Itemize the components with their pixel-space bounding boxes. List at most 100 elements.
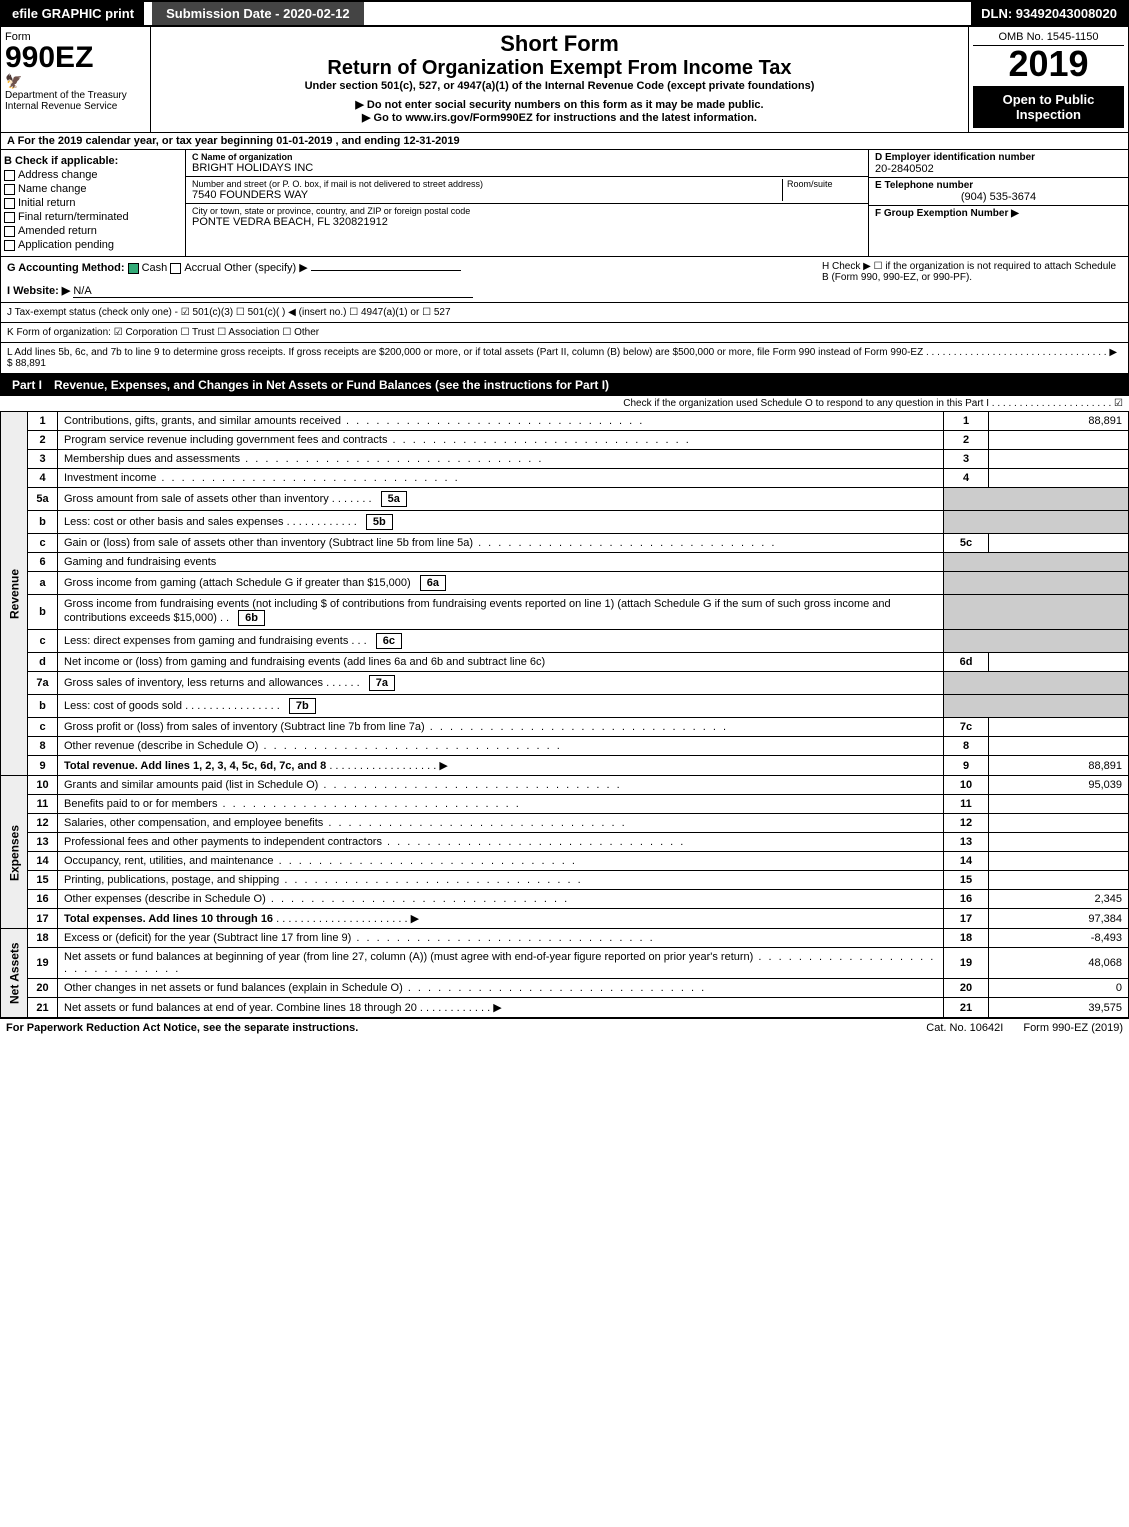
line-19: Net assets or fund balances at beginning… <box>58 948 944 979</box>
check-pending[interactable]: Application pending <box>4 239 182 251</box>
part-1-check: Check if the organization used Schedule … <box>0 396 1129 411</box>
line-12: Salaries, other compensation, and employ… <box>58 814 944 833</box>
box-c: C Name of organization BRIGHT HOLIDAYS I… <box>186 150 868 256</box>
donot-enter: ▶ Do not enter social security numbers o… <box>155 98 964 111</box>
footer-cat: Cat. No. 10642I <box>926 1022 1003 1034</box>
line-gh: G Accounting Method: Cash Accrual Other … <box>0 257 1129 303</box>
check-initial[interactable]: Initial return <box>4 197 182 209</box>
line-2: Program service revenue including govern… <box>58 431 944 450</box>
room-label: Room/suite <box>787 179 862 189</box>
d-label: D Employer identification number <box>875 152 1122 163</box>
accrual-check[interactable] <box>170 263 181 274</box>
side-expenses: Expenses <box>1 776 28 929</box>
line-8: Other revenue (describe in Schedule O) <box>58 737 944 756</box>
ein: 20-2840502 <box>875 163 1122 175</box>
line-1: Contributions, gifts, grants, and simila… <box>58 412 944 431</box>
goto-link[interactable]: ▶ Go to www.irs.gov/Form990EZ for instru… <box>155 111 964 124</box>
return-title: Return of Organization Exempt From Incom… <box>155 57 964 80</box>
line-14: Occupancy, rent, utilities, and maintena… <box>58 852 944 871</box>
form-number: 990EZ <box>5 43 146 73</box>
line-18: Excess or (deficit) for the year (Subtra… <box>58 929 944 948</box>
box-def: D Employer identification number 20-2840… <box>868 150 1128 256</box>
line-5a: Gross amount from sale of assets other t… <box>58 488 944 511</box>
org-name: BRIGHT HOLIDAYS INC <box>192 162 862 174</box>
c-city-label: City or town, state or province, country… <box>192 206 862 216</box>
part-1-label: Part I <box>12 378 42 392</box>
website: N/A <box>73 285 91 297</box>
header-center: Short Form Return of Organization Exempt… <box>151 27 968 132</box>
side-netassets: Net Assets <box>1 929 28 1018</box>
header-left: Form 990EZ 🦅 Department of the Treasury … <box>1 27 151 132</box>
footer: For Paperwork Reduction Act Notice, see … <box>0 1018 1129 1037</box>
line-20: Other changes in net assets or fund bala… <box>58 979 944 998</box>
amt-20: 0 <box>989 979 1129 998</box>
amt-16: 2,345 <box>989 890 1129 909</box>
line-6b: Gross income from fundraising events (no… <box>58 595 944 630</box>
e-label: E Telephone number <box>875 180 1122 191</box>
line-6a: Gross income from gaming (attach Schedul… <box>58 572 944 595</box>
footer-form: Form 990-EZ (2019) <box>1023 1022 1123 1034</box>
amt-17: 97,384 <box>989 909 1129 929</box>
line-i: I Website: ▶ N/A <box>7 284 822 298</box>
part-1-title: Revenue, Expenses, and Changes in Net As… <box>54 378 609 392</box>
line-9: Total revenue. Add lines 1, 2, 3, 4, 5c,… <box>58 756 944 776</box>
other-input[interactable] <box>311 270 461 271</box>
check-amended[interactable]: Amended return <box>4 225 182 237</box>
amt-10: 95,039 <box>989 776 1129 795</box>
c-name-label: C Name of organization <box>192 152 862 162</box>
form-header: Form 990EZ 🦅 Department of the Treasury … <box>0 27 1129 133</box>
footer-notice: For Paperwork Reduction Act Notice, see … <box>6 1022 358 1034</box>
line-5b: Less: cost or other basis and sales expe… <box>58 511 944 534</box>
phone: (904) 535-3674 <box>875 191 1122 203</box>
tax-year: 2019 <box>973 46 1124 82</box>
line-15: Printing, publications, postage, and shi… <box>58 871 944 890</box>
meta-row: B Check if applicable: Address change Na… <box>0 150 1129 257</box>
line-6d: Net income or (loss) from gaming and fun… <box>58 653 944 672</box>
cash-check[interactable] <box>128 263 139 274</box>
line-4: Investment income <box>58 469 944 488</box>
side-revenue: Revenue <box>1 412 28 776</box>
irs-label: Internal Revenue Service <box>5 101 146 112</box>
line-7c: Gross profit or (loss) from sales of inv… <box>58 718 944 737</box>
c-street-label: Number and street (or P. O. box, if mail… <box>192 179 782 189</box>
line-21: Net assets or fund balances at end of ye… <box>58 998 944 1018</box>
line-j: J Tax-exempt status (check only one) - ☑… <box>0 303 1129 323</box>
line-6c: Less: direct expenses from gaming and fu… <box>58 630 944 653</box>
line-k: K Form of organization: ☑ Corporation ☐ … <box>0 323 1129 343</box>
line-l: L Add lines 5b, 6c, and 7b to line 9 to … <box>0 343 1129 374</box>
amt-19: 48,068 <box>989 948 1129 979</box>
line-13: Professional fees and other payments to … <box>58 833 944 852</box>
org-street: 7540 FOUNDERS WAY <box>192 189 782 201</box>
header-right: OMB No. 1545-1150 2019 Open to Public In… <box>968 27 1128 132</box>
line-g: G Accounting Method: Cash Accrual Other … <box>7 261 822 274</box>
line-7b: Less: cost of goods sold . . . . . . . .… <box>58 695 944 718</box>
f-label: F Group Exemption Number ▶ <box>875 208 1122 219</box>
submission-date: Submission Date - 2020-02-12 <box>152 2 364 25</box>
check-final[interactable]: Final return/terminated <box>4 211 182 223</box>
line-3: Membership dues and assessments <box>58 450 944 469</box>
short-form-title: Short Form <box>155 31 964 57</box>
box-b: B Check if applicable: Address change Na… <box>1 150 186 256</box>
line-11: Benefits paid to or for members <box>58 795 944 814</box>
amt-18: -8,493 <box>989 929 1129 948</box>
check-address[interactable]: Address change <box>4 169 182 181</box>
amt-1: 88,891 <box>989 412 1129 431</box>
under-section: Under section 501(c), 527, or 4947(a)(1)… <box>155 80 964 92</box>
line-16: Other expenses (describe in Schedule O) <box>58 890 944 909</box>
top-bar: efile GRAPHIC print Submission Date - 20… <box>0 0 1129 27</box>
amt-9: 88,891 <box>989 756 1129 776</box>
box-b-label: B Check if applicable: <box>4 155 182 167</box>
org-city: PONTE VEDRA BEACH, FL 320821912 <box>192 216 862 228</box>
dln: DLN: 93492043008020 <box>971 2 1127 25</box>
treasury-icon: 🦅 <box>5 73 146 90</box>
line-5c: Gain or (loss) from sale of assets other… <box>58 534 944 553</box>
open-public: Open to Public Inspection <box>973 86 1124 128</box>
line-17: Total expenses. Add lines 10 through 16 … <box>58 909 944 929</box>
part-1-header: Part I Revenue, Expenses, and Changes in… <box>0 374 1129 396</box>
efile-label[interactable]: efile GRAPHIC print <box>2 2 144 25</box>
amt-21: 39,575 <box>989 998 1129 1018</box>
lines-table: Revenue 1 Contributions, gifts, grants, … <box>0 411 1129 1018</box>
line-6: Gaming and fundraising events <box>58 553 944 572</box>
check-name[interactable]: Name change <box>4 183 182 195</box>
line-h: H Check ▶ ☐ if the organization is not r… <box>822 261 1122 298</box>
